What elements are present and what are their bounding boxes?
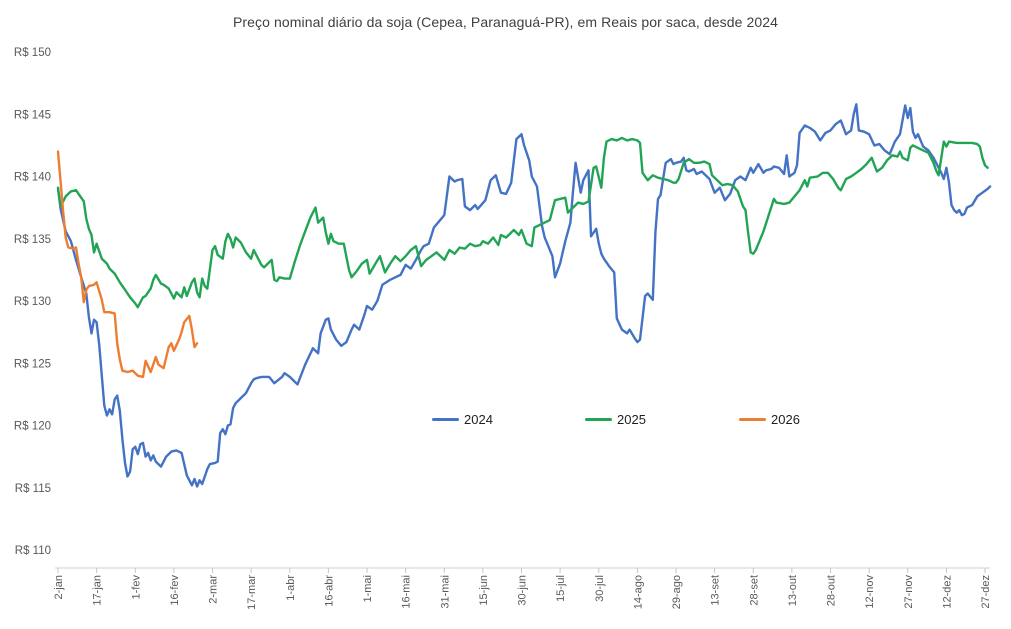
x-axis-label: 16-abr: [323, 575, 335, 607]
price-line-2025: [56, 136, 989, 309]
y-axis-label: R$ 110: [15, 545, 51, 557]
x-axis-label: 1-abr: [285, 575, 297, 601]
x-axis-label: 15-jul: [555, 575, 567, 602]
x-axis-label: 30-jun: [517, 575, 529, 606]
x-axis-label: 28-out: [826, 575, 838, 606]
legend-line-sample-2026: [739, 418, 766, 421]
x-axis-label: 12-dez: [941, 575, 953, 609]
x-axis-label: 17-jan: [92, 575, 104, 606]
price-line-2024: [56, 103, 992, 488]
legend-label-2025: 2025: [617, 412, 646, 427]
legend-label-2024: 2024: [464, 412, 493, 427]
legend-item-2024: 2024: [432, 411, 493, 428]
legend-line-sample-2024: [432, 418, 459, 421]
x-axis-label: 17-mar: [246, 575, 258, 610]
legend-item-2025: 2025: [585, 411, 646, 428]
y-axis-label: R$ 140: [14, 172, 51, 184]
x-axis-label: 2-mar: [208, 575, 220, 604]
x-axis-label: 13-set: [710, 575, 722, 606]
legend-item-2026: 2026: [739, 411, 800, 428]
x-axis-label: 14-ago: [632, 575, 644, 609]
price-line-2026: [56, 150, 199, 379]
x-axis-label: 28-set: [748, 575, 760, 606]
chart-title: Preço nominal diário da soja (Cepea, Par…: [232, 14, 779, 30]
y-axis-label: R$ 115: [15, 483, 51, 495]
x-axis-label: 29-ago: [671, 575, 683, 609]
y-axis-label: R$ 125: [14, 358, 51, 370]
x-axis-label: 2-jan: [53, 575, 65, 599]
y-axis-label: R$ 120: [14, 421, 51, 433]
legend-line-sample-2025: [585, 418, 612, 421]
x-axis-label: 27-dez: [980, 575, 992, 609]
x-axis-label: 1-fev: [130, 575, 142, 600]
y-axis-label: R$ 150: [14, 47, 51, 59]
x-axis-label: 1-mai: [362, 575, 374, 603]
y-axis-label: R$ 130: [14, 296, 51, 308]
x-axis-label: 16-fev: [169, 575, 181, 606]
x-axis-label: 31-mai: [439, 575, 451, 609]
y-axis-label: R$ 145: [14, 109, 51, 121]
x-axis-label: 13-out: [787, 575, 799, 606]
x-axis-label: 27-nov: [903, 575, 915, 609]
x-axis-label: 30-jul: [594, 575, 606, 602]
x-axis-label: 12-nov: [864, 575, 876, 609]
legend-label-2026: 2026: [771, 412, 800, 427]
y-axis-label: R$ 135: [14, 234, 51, 246]
x-axis-label: 16-mai: [401, 575, 413, 609]
x-axis-label: 15-jun: [478, 575, 490, 606]
